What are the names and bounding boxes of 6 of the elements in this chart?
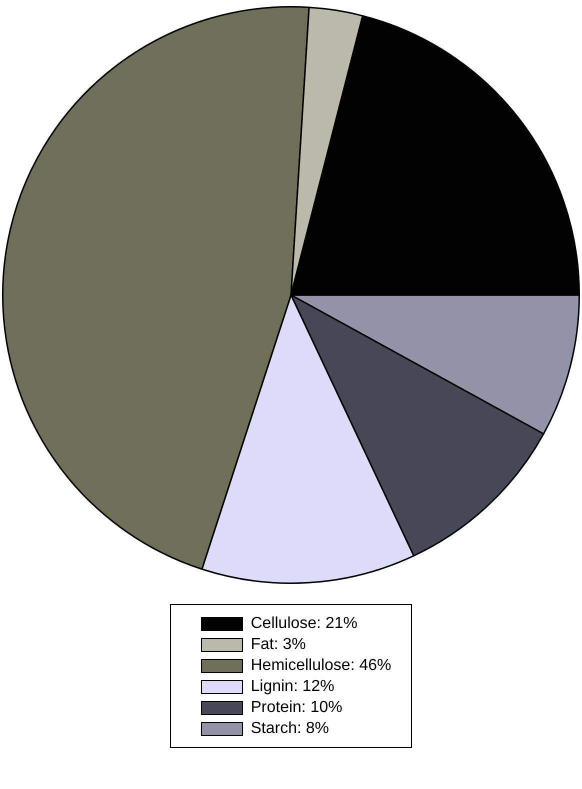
legend-label: Protein: 10% [250,698,342,716]
legend-label: Starch: 8% [250,720,329,738]
legend-label: Lignin: 12% [250,678,334,696]
legend-label: Cellulose: 21% [250,614,358,632]
legend-label: Fat: 3% [250,636,306,654]
legend-label: Hemicellulose: 46% [250,656,392,674]
